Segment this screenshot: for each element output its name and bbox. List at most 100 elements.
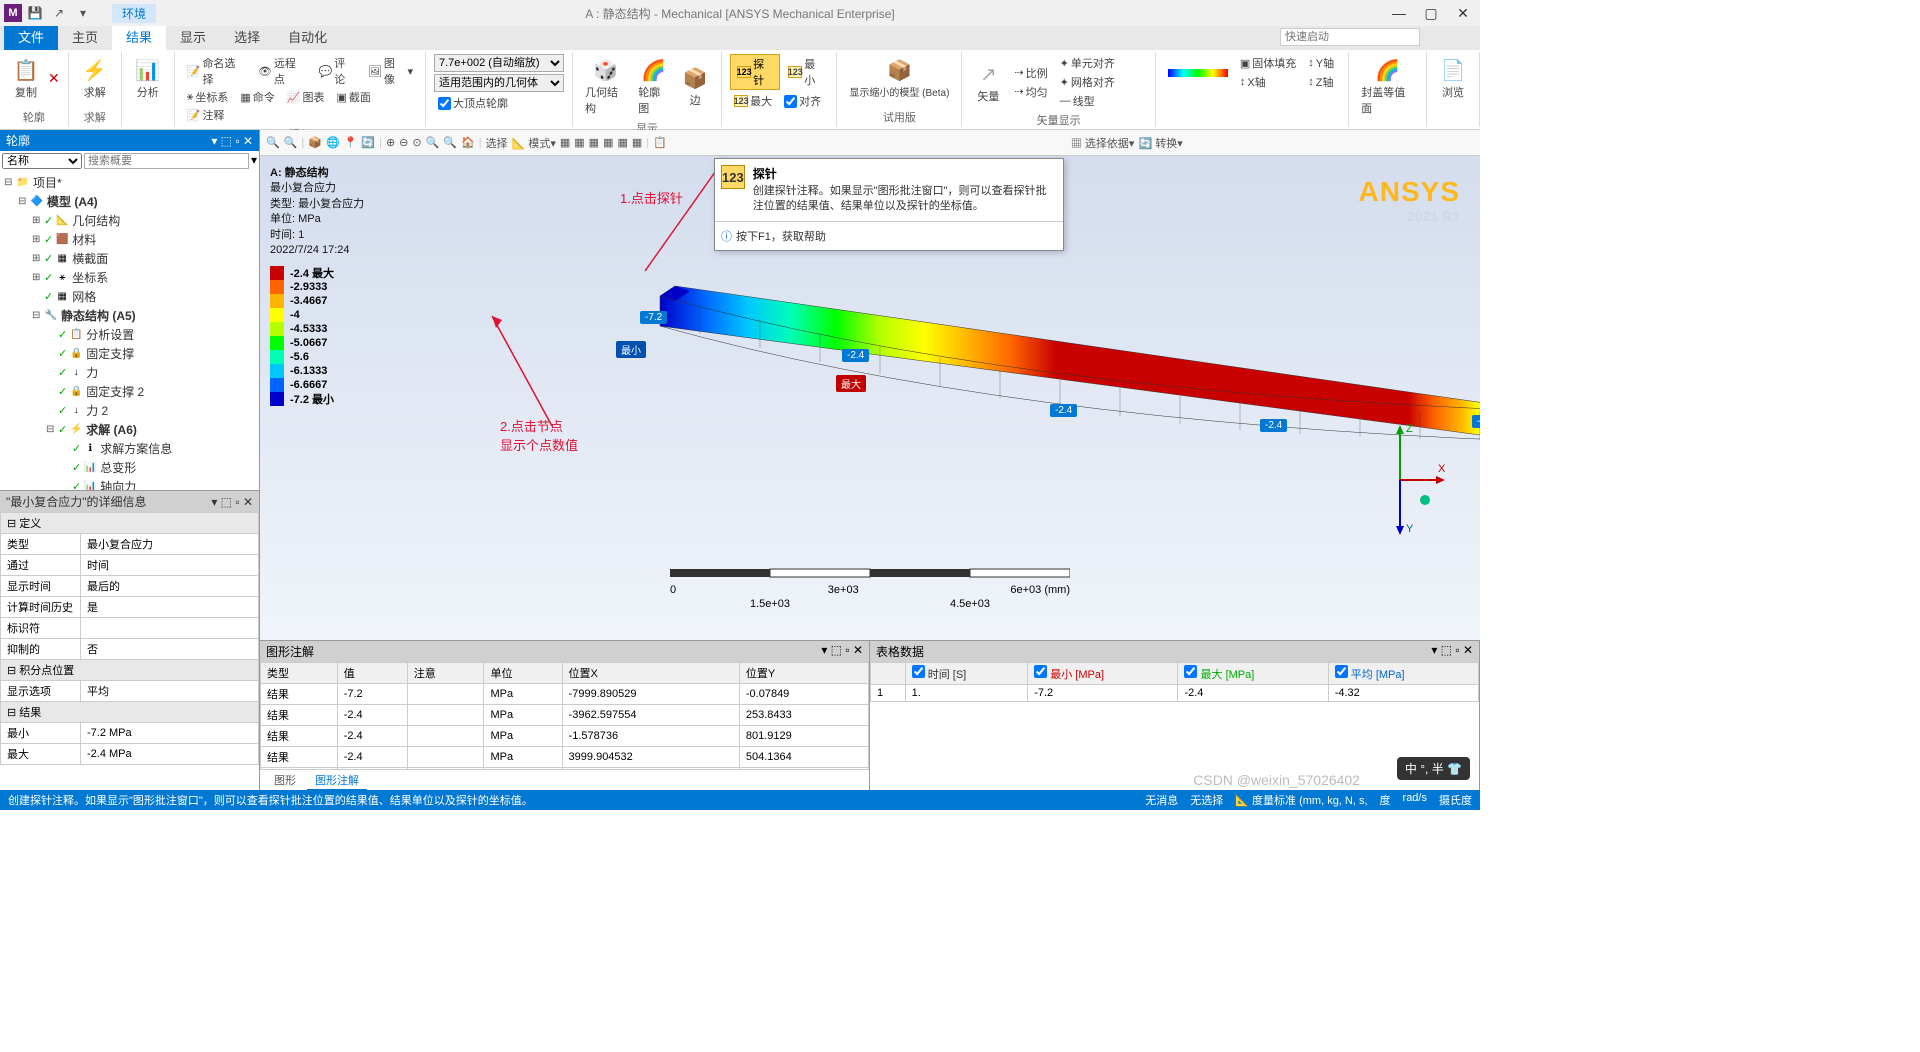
tab-auto[interactable]: 自动化 <box>274 23 341 50</box>
probe-label[interactable]: 最大 <box>836 375 866 392</box>
env-tab[interactable]: 环境 <box>112 4 156 23</box>
ime-badge: 中 °, 半 👕 <box>1397 757 1470 780</box>
save-icon[interactable]: 💾 <box>26 4 44 22</box>
svg-text:Z: Z <box>1406 423 1413 435</box>
tree-item[interactable]: ✓↓力 <box>4 363 255 382</box>
probe-label[interactable]: -2.4 <box>842 349 869 362</box>
align-check[interactable]: 对齐 <box>780 92 825 110</box>
tree-item[interactable]: ✓📊总变形 <box>4 458 255 477</box>
minimize-button[interactable]: — <box>1386 3 1412 23</box>
copy-button[interactable]: 📋 复制 <box>8 54 44 102</box>
probe-tooltip: 123 探针 创建探针注释。如果显示"图形批注窗口"，则可以查看探针批注位置的结… <box>714 158 1064 251</box>
menu-tabs: 文件 主页 结果 显示 选择 自动化 <box>0 26 1480 50</box>
tree-item[interactable]: ✓↓力 2 <box>4 401 255 420</box>
scope-select[interactable]: 适用范围内的几何体 <box>434 74 564 92</box>
watermark: CSDN @weixin_57026402 <box>1193 772 1360 788</box>
table-data-table[interactable]: 时间 [S] 最小 [MPa] 最大 [MPa] 平均 [MPa]11.-7.2… <box>870 662 1479 702</box>
probe-label[interactable]: -2.4 <box>1050 404 1077 417</box>
remote-btn[interactable]: 👁远程点 <box>254 54 311 88</box>
tab-home[interactable]: 主页 <box>58 23 112 50</box>
graph-annot-table[interactable]: 类型值注意单位位置X位置Y结果-7.2MPa-7999.890529-0.078… <box>260 662 869 769</box>
analysis-button[interactable]: 📊 分析 <box>130 54 166 102</box>
tree-item[interactable]: ⊞✓📐几何结构 <box>4 211 255 230</box>
vector-btn[interactable]: ↗矢量 <box>970 58 1006 106</box>
tree-item[interactable]: ⊟📁项目* <box>4 173 255 192</box>
status-left: 创建探针注释。如果显示"图形批注窗口"，则可以查看探针批注位置的结果值、结果单位… <box>8 792 533 808</box>
probe-label[interactable]: -7.2 <box>640 311 667 324</box>
tab-select[interactable]: 选择 <box>220 23 274 50</box>
min-btn[interactable]: 123最小 <box>784 55 828 89</box>
tab-graph-annot[interactable]: 图形注解 <box>307 773 367 791</box>
image-btn[interactable]: 🖼图像▾ <box>364 54 417 88</box>
callout-2: 2.点击节点 显示个点数值 <box>500 416 578 454</box>
coord-btn[interactable]: ⚹坐标系 <box>183 88 233 106</box>
left-panel: 轮廓 ▾ ⬚ ▫ ✕ 名称 ▾ ⊟📁项目*⊟🔷模型 (A4)⊞✓📐几何结构⊞✓🟫… <box>0 130 260 790</box>
beam-render <box>440 276 1480 456</box>
window-title: A : 静态结构 - Mechanical [ANSYS Mechanical … <box>585 5 894 22</box>
probe-label[interactable]: -7.2 <box>1472 415 1480 428</box>
quick-launch-input[interactable] <box>1280 28 1420 46</box>
close-button[interactable]: ✕ <box>1450 3 1476 23</box>
ribbon: 📋 复制 ✕ 轮廓 ⚡ 求解 求解 📊 分析 📝命名选择 👁远程点 💬评论 🖼图… <box>0 50 1480 130</box>
comment-btn[interactable]: 💬评论 <box>315 54 360 88</box>
tree-item[interactable]: ⊟✓⚡求解 (A6) <box>4 420 255 439</box>
contour-btn[interactable]: 🌈轮廓图 <box>634 54 673 118</box>
browse-btn[interactable]: 📄浏览 <box>1435 54 1471 102</box>
svg-text:Y: Y <box>1406 523 1414 535</box>
section-btn[interactable]: ▣截面 <box>332 88 374 106</box>
solve-button[interactable]: ⚡ 求解 <box>77 54 113 102</box>
tab-graph[interactable]: 图形 <box>266 773 304 789</box>
tree-item[interactable]: ✓📋分析设置 <box>4 325 255 344</box>
tree-item[interactable]: ⊞✓▦横截面 <box>4 249 255 268</box>
callout-1: 1.点击探针 <box>620 188 683 207</box>
tree-search-input[interactable] <box>84 153 249 169</box>
naming-btn[interactable]: 📝命名选择 <box>183 54 250 88</box>
tree-item[interactable]: ⊞✓🟫材料 <box>4 230 255 249</box>
capiso-btn[interactable]: 🌈封盖等值面 <box>1357 54 1418 118</box>
outline-group-label: 轮廓 <box>8 109 60 125</box>
arrow-icon[interactable]: ↗ <box>50 4 68 22</box>
status-right: 无消息无选择 📐 度量标准 (mm, kg, N, s, 度rad/s摄氏度 <box>1145 792 1472 808</box>
max-btn[interactable]: 123最大 <box>730 92 776 110</box>
scale-bar: 03e+036e+03 (mm) 1.5e+034.5e+03 <box>670 567 1070 610</box>
outline-header: 轮廓 ▾ ⬚ ▫ ✕ <box>0 130 259 151</box>
tooltip-icon: 123 <box>721 165 745 189</box>
geom-btn[interactable]: 🎲几何结构 <box>581 54 630 118</box>
tree-item[interactable]: ✓📊轴向力 <box>4 477 255 491</box>
probe-button[interactable]: 123探针 <box>730 54 780 90</box>
scoped-btn[interactable]: 📦 显示缩小的模型 (Beta) <box>845 54 953 101</box>
edge-btn[interactable]: 📦边 <box>677 62 713 110</box>
tree-item[interactable]: ✓🔒固定支撑 2 <box>4 382 255 401</box>
large-vertex-check[interactable]: 大顶点轮廓 <box>434 94 564 112</box>
tree-item[interactable]: ⊟🔧静态结构 (A5) <box>4 306 255 325</box>
table-data-panel: 表格数据▾ ⬚ ▫ ✕ 时间 [S] 最小 [MPa] 最大 [MPa] 平均 … <box>870 641 1480 790</box>
annotation-btn[interactable]: 📝注释 <box>183 106 229 124</box>
maximize-button[interactable]: ▢ <box>1418 3 1444 23</box>
tree-area: 名称 ▾ ⊟📁项目*⊟🔷模型 (A4)⊞✓📐几何结构⊞✓🟫材料⊞✓▦横截面⊞✓⚹… <box>0 151 259 491</box>
probe-label[interactable]: -2.4 <box>1260 419 1287 432</box>
outline-tree[interactable]: ⊟📁项目*⊟🔷模型 (A4)⊞✓📐几何结构⊞✓🟫材料⊞✓▦横截面⊞✓⚹坐标系✓▦… <box>0 171 259 491</box>
tree-item[interactable]: ✓🔒固定支撑 <box>4 344 255 363</box>
bottom-panels: 图形注解▾ ⬚ ▫ ✕ 类型值注意单位位置X位置Y结果-7.2MPa-7999.… <box>260 640 1480 790</box>
tab-display[interactable]: 显示 <box>166 23 220 50</box>
command-btn[interactable]: ▦命令 <box>236 88 278 106</box>
triad-icon[interactable]: Z X Y <box>1370 420 1450 540</box>
color-legend: -2.4 最大-2.9333-3.4667-4-4.5333-5.0667-5.… <box>270 266 334 406</box>
chart-btn[interactable]: 📈图表 <box>283 88 329 106</box>
tree-item[interactable]: ⊟🔷模型 (A4) <box>4 192 255 211</box>
probe-label[interactable]: 最小 <box>616 341 646 358</box>
scale-select[interactable]: 7.7e+002 (自动缩放) <box>434 54 564 72</box>
tree-item[interactable]: ⊞✓⚹坐标系 <box>4 268 255 287</box>
result-info: A: 静态结构 最小复合应力 类型: 最小复合应力 单位: MPa 时间: 1 … <box>270 166 364 258</box>
details-area: ⊟ 定义类型最小复合应力通过时间显示时间最后的计算时间历史是标识符抑制的否⊟ 积… <box>0 512 259 790</box>
view-toolbar[interactable]: 🔍🔍| 📦🌐📍🔄| ⊕⊖⊙🔍🔍🏠| 选择📐 模式▾ ▦▦▦▦▦▦| 📋 ▦ 选择… <box>260 130 1480 156</box>
name-select[interactable]: 名称 <box>2 153 82 169</box>
dropdown-icon[interactable]: ▾ <box>74 4 92 22</box>
brand-logo: ANSYS 2021 R1 <box>1359 176 1460 224</box>
title-bar: M 💾 ↗ ▾ 环境 A : 静态结构 - Mechanical [ANSYS … <box>0 0 1480 26</box>
tree-item[interactable]: ✓ℹ求解方案信息 <box>4 439 255 458</box>
tab-file[interactable]: 文件 <box>4 23 58 50</box>
details-header: "最小复合应力"的详细信息 ▾ ⬚ ▫ ✕ <box>0 491 259 512</box>
tree-item[interactable]: ✓▦网格 <box>4 287 255 306</box>
qat: 💾 ↗ ▾ <box>26 4 92 22</box>
